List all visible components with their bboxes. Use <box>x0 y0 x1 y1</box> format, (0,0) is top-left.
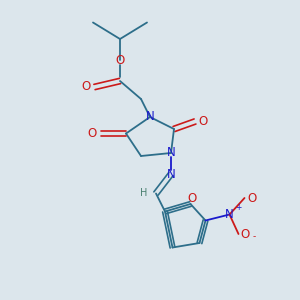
Text: O: O <box>82 80 91 94</box>
Text: N: N <box>146 110 154 124</box>
Text: -: - <box>253 232 256 242</box>
Text: O: O <box>188 192 196 205</box>
Text: O: O <box>88 127 97 140</box>
Text: O: O <box>116 53 124 67</box>
Text: H: H <box>140 188 147 199</box>
Text: N: N <box>225 208 234 221</box>
Text: O: O <box>199 115 208 128</box>
Text: O: O <box>241 227 250 241</box>
Text: N: N <box>167 167 176 181</box>
Text: O: O <box>248 191 256 205</box>
Text: +: + <box>235 203 241 212</box>
Text: N: N <box>167 146 176 160</box>
